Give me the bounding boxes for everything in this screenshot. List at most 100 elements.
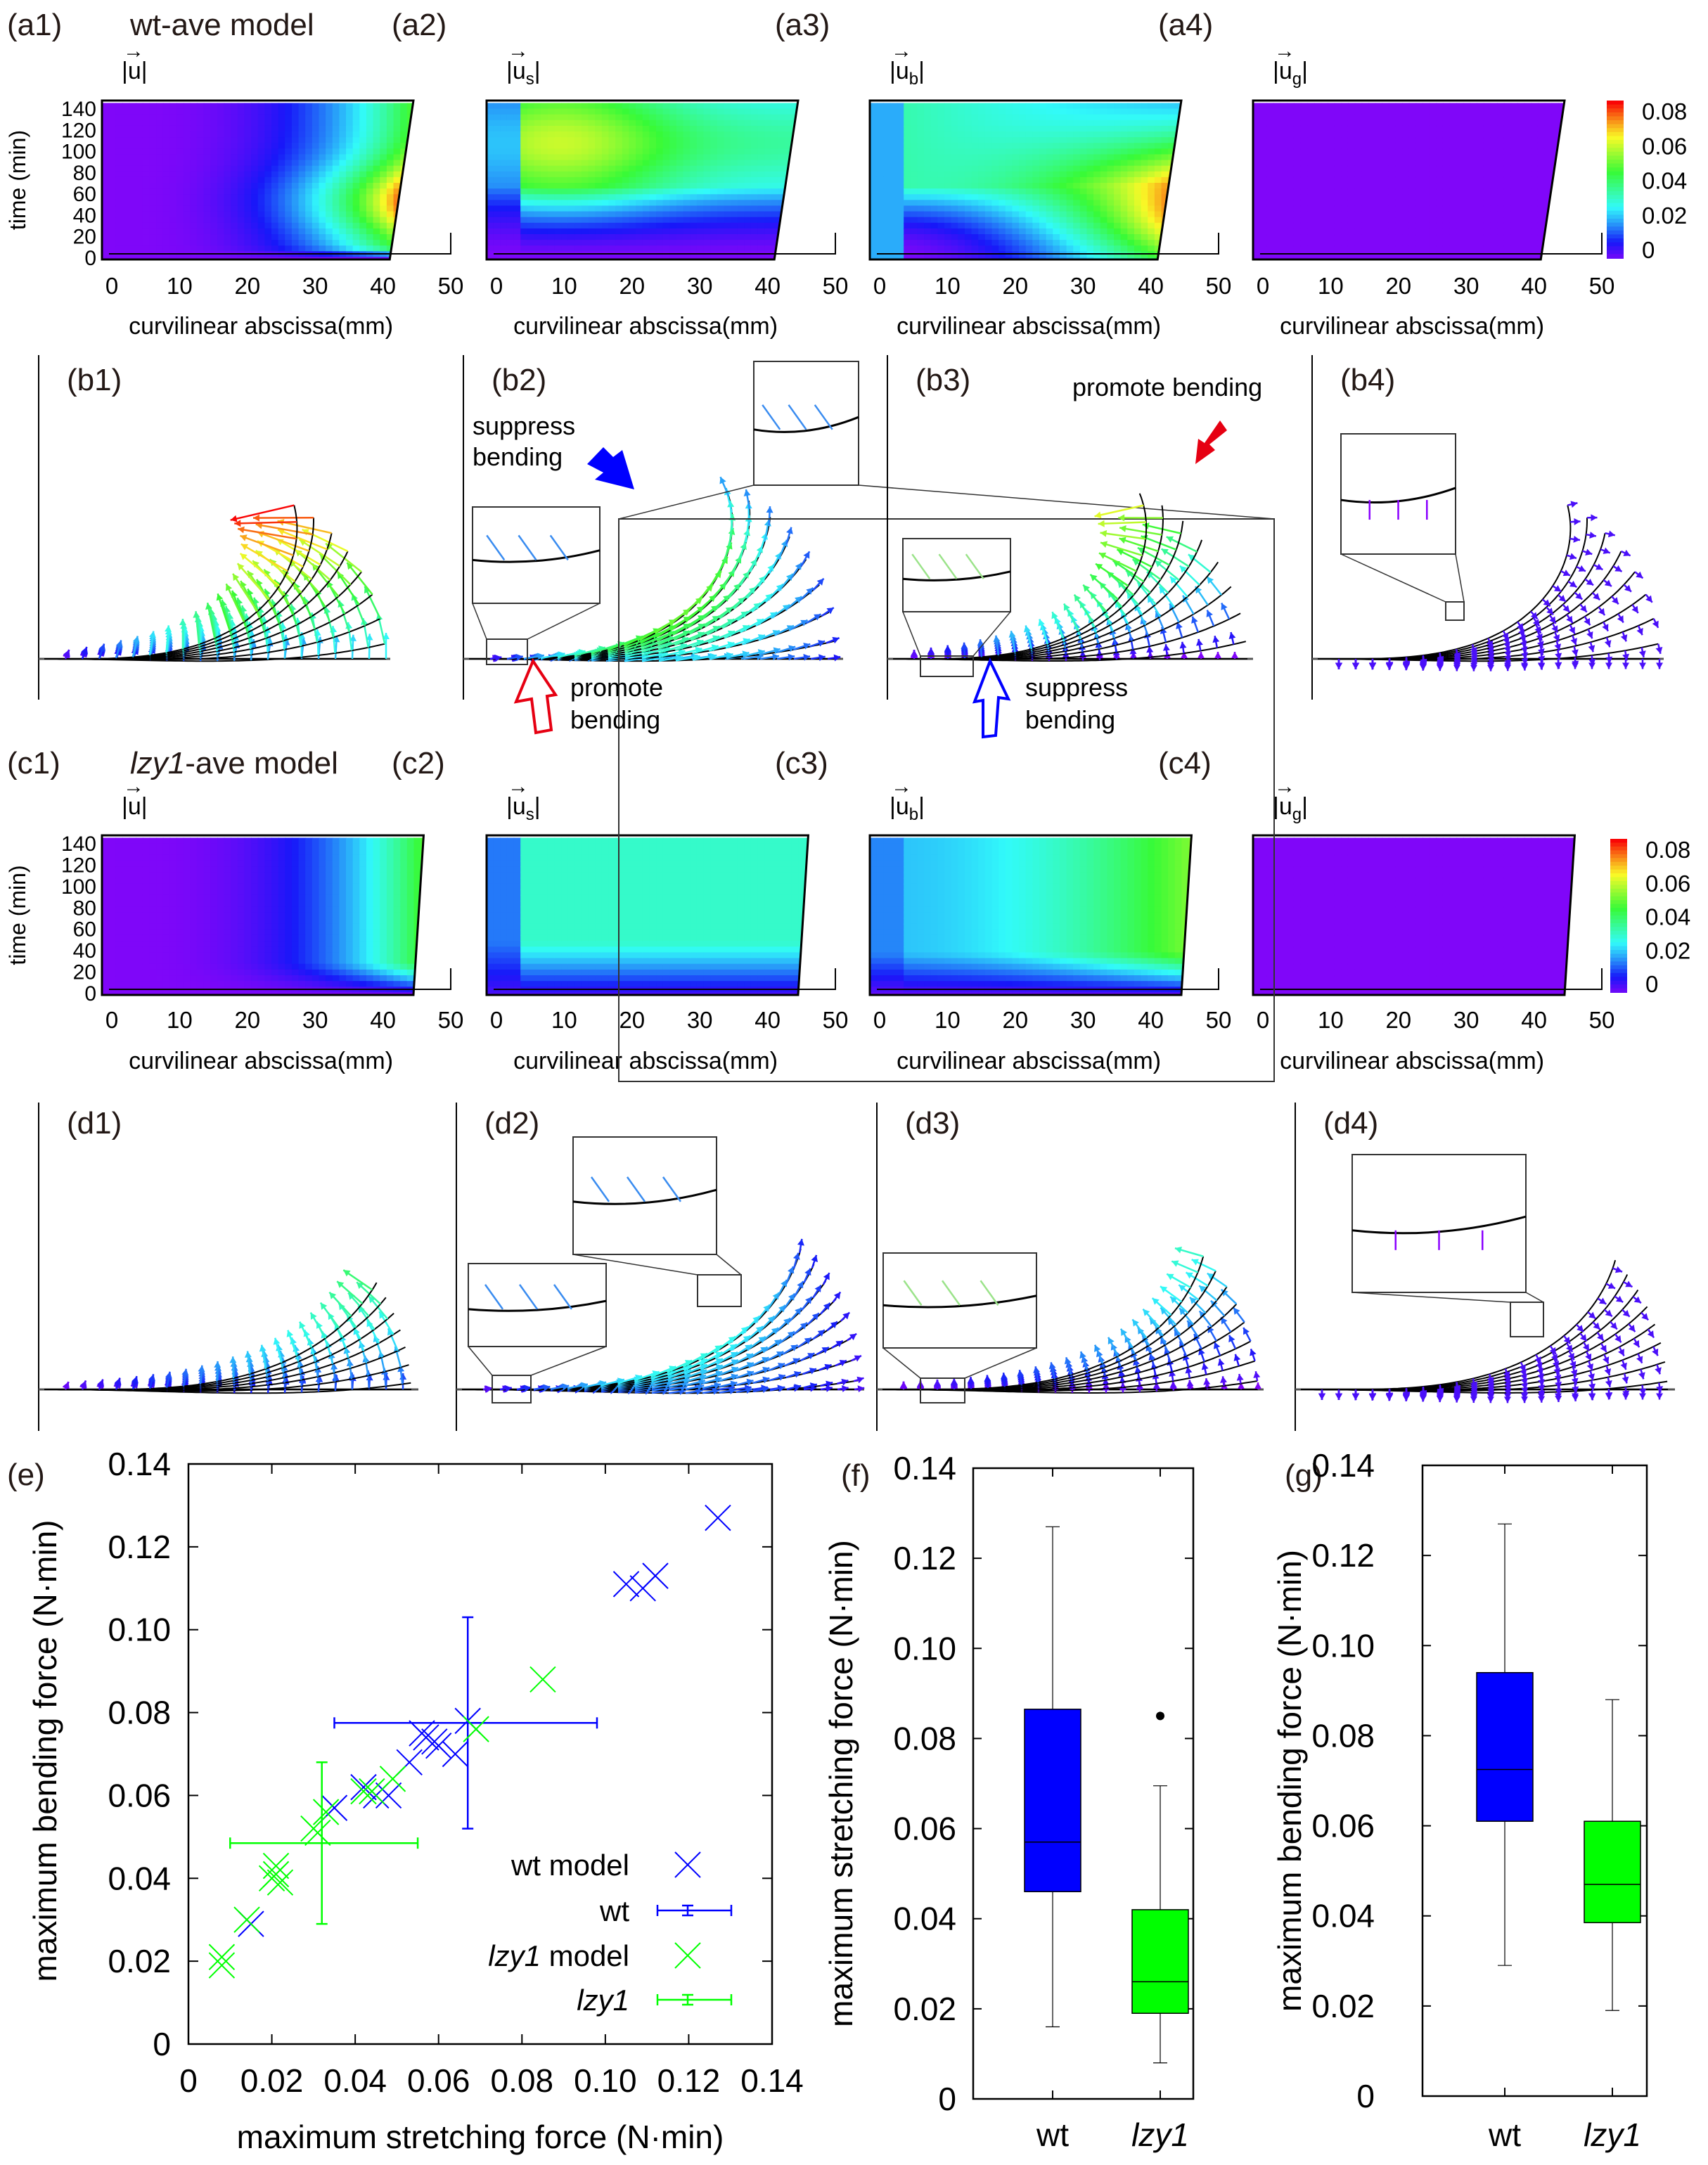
heatmap-cell xyxy=(169,183,178,190)
heatmap-cell xyxy=(737,148,745,155)
heatmap-cell xyxy=(487,240,494,247)
heatmap-cell xyxy=(162,103,171,110)
heatmap-cell xyxy=(731,200,738,207)
heatmap-cell xyxy=(1168,131,1176,139)
heatmap-cell xyxy=(534,108,542,115)
heatmap-cell xyxy=(359,125,367,132)
heatmap-cell xyxy=(190,143,198,150)
heatmap-cell xyxy=(703,188,712,195)
heatmap-cell xyxy=(115,125,123,132)
heatmap-cell xyxy=(373,183,381,190)
heatmap-cell xyxy=(574,211,582,218)
heatmap-cell xyxy=(359,160,367,167)
heatmap-cell xyxy=(561,234,569,241)
heatmap-cell xyxy=(1134,176,1142,184)
heatmap-cell xyxy=(581,200,589,207)
heatmap-cell xyxy=(1032,125,1041,132)
heatmap-cell xyxy=(890,120,898,127)
heatmap-cell xyxy=(1423,165,1430,172)
heatmap-cell xyxy=(291,228,300,236)
heatmap-cell xyxy=(420,183,428,189)
heatmap-cell xyxy=(1107,171,1115,178)
heatmap-cell xyxy=(1253,257,1261,259)
heatmap-cell xyxy=(129,125,137,132)
heatmap-cell xyxy=(156,171,164,178)
heatmap-cell xyxy=(601,114,610,121)
heatmap-cell xyxy=(373,200,381,207)
heatmap-cell xyxy=(493,160,501,167)
heatmap-cell xyxy=(196,200,205,207)
heatmap-cell xyxy=(352,143,361,150)
heatmap-cell xyxy=(319,257,327,259)
heatmap-cell xyxy=(500,143,508,150)
heatmap-cell xyxy=(1086,205,1095,212)
heatmap-cell xyxy=(1005,234,1013,241)
heatmap-cell xyxy=(999,245,1006,252)
heatmap-cell xyxy=(271,205,279,212)
heatmap-cell xyxy=(581,222,589,229)
heatmap-cell xyxy=(757,205,766,212)
heatmap-cell xyxy=(883,211,891,218)
heatmap-cell xyxy=(136,154,143,161)
heatmap-cell xyxy=(771,103,779,110)
heatmap-cell xyxy=(883,200,891,207)
heatmap-cell xyxy=(122,222,130,229)
heatmap-cell xyxy=(910,183,918,190)
heatmap-cell xyxy=(1307,183,1315,190)
heatmap-cell xyxy=(897,143,905,150)
heatmap-cell xyxy=(1120,165,1129,172)
heatmap-cell xyxy=(937,194,946,201)
x-axis-label: curvilinear abscissa(mm) xyxy=(513,313,778,340)
heatmap-cell xyxy=(656,148,664,155)
heatmap-cell xyxy=(1154,103,1162,110)
heatmap-cell xyxy=(1321,171,1329,178)
heatmap-cell xyxy=(162,176,171,184)
heatmap-cell xyxy=(771,165,779,172)
heatmap-cell xyxy=(1449,114,1458,121)
heatmap-cell xyxy=(924,120,932,127)
heatmap-cell xyxy=(1347,217,1356,224)
heatmap-cell xyxy=(1168,257,1176,259)
heatmap-cell xyxy=(326,211,333,218)
heatmap-cell xyxy=(717,188,725,195)
heatmap-cell xyxy=(1134,188,1142,195)
heatmap-cell xyxy=(910,200,918,207)
heatmap-cell xyxy=(1442,171,1451,178)
heatmap-cell xyxy=(737,176,745,184)
heatmap-cell xyxy=(1415,108,1424,115)
heatmap-cell xyxy=(870,131,878,139)
heatmap-cell xyxy=(547,245,556,252)
heatmap-cell xyxy=(1141,120,1149,127)
heatmap-cell xyxy=(1442,183,1451,190)
heatmap-cell xyxy=(991,245,1000,252)
heatmap-cell xyxy=(870,143,878,150)
heatmap-cell xyxy=(534,154,542,161)
heatmap-cell xyxy=(1307,143,1315,150)
heatmap-cell xyxy=(244,148,252,155)
heatmap-cell xyxy=(386,222,394,229)
heatmap-cell xyxy=(1253,165,1261,172)
heatmap-cell xyxy=(156,154,164,161)
heatmap-cell xyxy=(210,194,218,201)
heatmap-cell xyxy=(1053,245,1060,252)
heatmap-cell xyxy=(1134,257,1142,259)
heatmap-cell xyxy=(1168,211,1176,218)
heatmap-cell xyxy=(904,131,911,139)
heatmap-cell xyxy=(1019,160,1027,167)
heatmap-cell xyxy=(870,211,878,218)
heatmap-cell xyxy=(1388,183,1396,190)
heatmap-cell xyxy=(622,108,630,115)
heatmap-cell xyxy=(319,131,327,139)
heatmap-cell xyxy=(1174,240,1181,247)
heatmap-cell xyxy=(937,131,946,139)
heatmap-cell xyxy=(805,205,813,212)
heatmap-cell xyxy=(183,205,191,212)
heatmap-cell xyxy=(1314,125,1322,132)
heatmap-cell xyxy=(629,176,637,184)
heatmap-cell xyxy=(649,125,657,132)
heatmap-cell xyxy=(1259,200,1268,207)
heatmap-cell xyxy=(1066,183,1074,190)
heatmap-cell xyxy=(129,188,137,195)
heatmap-cell xyxy=(805,183,813,189)
heatmap-cell xyxy=(1375,257,1383,259)
